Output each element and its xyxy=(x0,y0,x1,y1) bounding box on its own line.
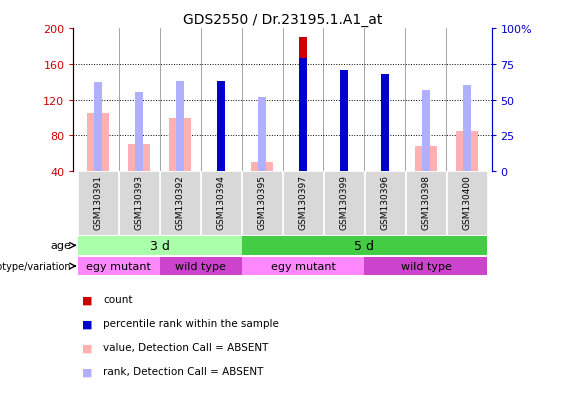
FancyBboxPatch shape xyxy=(242,172,282,235)
Text: value, Detection Call = ABSENT: value, Detection Call = ABSENT xyxy=(103,342,269,352)
Bar xyxy=(299,38,307,172)
Bar xyxy=(217,105,225,172)
FancyBboxPatch shape xyxy=(119,172,159,235)
Text: GSM130395: GSM130395 xyxy=(258,175,267,230)
Text: 3 d: 3 d xyxy=(150,239,169,252)
Bar xyxy=(217,82,225,172)
Text: wild type: wild type xyxy=(175,261,226,271)
Bar xyxy=(94,83,102,172)
FancyBboxPatch shape xyxy=(364,257,488,276)
FancyBboxPatch shape xyxy=(159,257,241,276)
Text: GSM130391: GSM130391 xyxy=(94,175,102,230)
Text: percentile rank within the sample: percentile rank within the sample xyxy=(103,318,279,328)
Text: GSM130394: GSM130394 xyxy=(216,175,225,230)
Text: age: age xyxy=(50,241,71,251)
FancyBboxPatch shape xyxy=(241,236,488,255)
Text: genotype/variation: genotype/variation xyxy=(0,261,71,271)
Text: ■: ■ xyxy=(82,342,93,352)
Bar xyxy=(456,132,478,172)
Bar xyxy=(251,163,273,172)
Text: GSM130392: GSM130392 xyxy=(176,175,185,230)
Text: egy mutant: egy mutant xyxy=(271,261,336,271)
FancyBboxPatch shape xyxy=(241,257,364,276)
Bar xyxy=(415,147,437,172)
Bar xyxy=(176,82,184,172)
Bar xyxy=(299,59,307,172)
FancyBboxPatch shape xyxy=(406,172,446,235)
FancyBboxPatch shape xyxy=(447,172,486,235)
FancyBboxPatch shape xyxy=(77,236,241,255)
Bar xyxy=(128,145,150,172)
FancyBboxPatch shape xyxy=(160,172,199,235)
Bar xyxy=(87,114,109,172)
Title: GDS2550 / Dr.23195.1.A1_at: GDS2550 / Dr.23195.1.A1_at xyxy=(183,12,382,26)
Text: wild type: wild type xyxy=(401,261,451,271)
Text: GSM130396: GSM130396 xyxy=(380,175,389,230)
Bar xyxy=(381,75,389,172)
Text: GSM130397: GSM130397 xyxy=(298,175,307,230)
Text: ■: ■ xyxy=(82,294,93,304)
FancyBboxPatch shape xyxy=(283,172,323,235)
Text: count: count xyxy=(103,294,133,304)
Text: egy mutant: egy mutant xyxy=(86,261,151,271)
Text: ■: ■ xyxy=(82,366,93,376)
FancyBboxPatch shape xyxy=(79,172,118,235)
Bar xyxy=(135,93,143,172)
Text: rank, Detection Call = ABSENT: rank, Detection Call = ABSENT xyxy=(103,366,264,376)
Bar xyxy=(340,70,348,172)
Bar xyxy=(169,118,192,172)
FancyBboxPatch shape xyxy=(201,172,241,235)
Bar xyxy=(340,84,348,172)
Text: 5 d: 5 d xyxy=(354,239,375,252)
FancyBboxPatch shape xyxy=(77,257,159,276)
FancyBboxPatch shape xyxy=(324,172,364,235)
Bar xyxy=(258,97,266,172)
Text: ■: ■ xyxy=(82,318,93,328)
Text: GSM130400: GSM130400 xyxy=(463,175,471,230)
Bar xyxy=(422,90,430,172)
FancyBboxPatch shape xyxy=(366,172,405,235)
Text: GSM130398: GSM130398 xyxy=(421,175,431,230)
Text: GSM130399: GSM130399 xyxy=(340,175,349,230)
Bar xyxy=(381,95,389,172)
Text: GSM130393: GSM130393 xyxy=(134,175,144,230)
Bar xyxy=(463,86,471,172)
